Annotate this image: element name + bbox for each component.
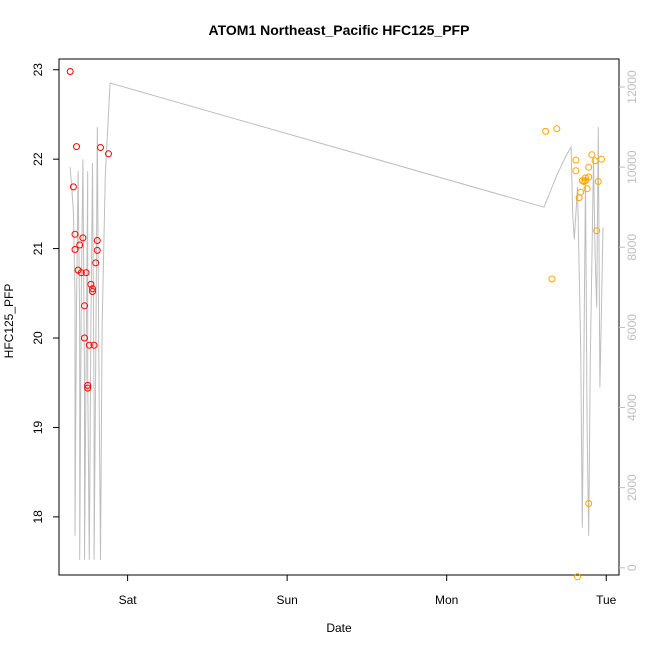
data-point-series-1 [71,246,79,253]
data-point-series-2 [591,157,599,165]
data-point-series-2 [548,275,556,283]
points-layer [66,68,605,581]
data-point-series-1 [77,269,85,277]
x-tick-label: Sat [119,593,138,607]
data-point-series-1 [90,341,98,349]
data-point-series-1 [71,230,79,238]
data-point-series-2 [588,151,596,159]
altitude-line [69,82,604,560]
data-point-series-1 [82,269,90,277]
data-point-series-2 [583,185,591,193]
y2-tick-label: 12000 [625,70,639,104]
x-axis-label: Date [326,621,352,635]
y-tick-label: 23 [31,63,45,77]
y2-tick-label: 6000 [625,314,639,341]
data-point-series-1 [81,334,88,342]
x-axis: Sat Sun Mon Tue [119,575,617,607]
data-point-series-1 [85,341,93,349]
y2-tick-label: 4000 [625,394,639,421]
y-tick-label: 20 [31,331,45,345]
data-point-series-2 [572,167,580,175]
data-point-series-2 [574,573,581,581]
y-tick-label: 22 [31,152,45,166]
data-point-series-1 [84,384,92,392]
data-point-series-2 [585,163,593,171]
y-tick-label: 18 [31,510,45,524]
y2-tick-label: 10000 [625,150,639,184]
y2-tick-label: 2000 [625,474,639,501]
data-point-series-2 [582,174,589,182]
y2-tick-label: 0 [625,564,639,571]
data-point-series-1 [79,234,87,242]
y-tick-label: 21 [31,242,45,256]
data-point-series-2 [585,173,593,181]
data-point-series-1 [105,150,112,158]
data-point-series-2 [585,500,593,507]
data-point-series-2 [598,155,605,163]
x-tick-label: Tue [596,593,617,607]
y-axis-label: HFC125_PFP [2,284,16,359]
data-point-series-1 [73,143,80,151]
x-tick-label: Sun [276,593,297,607]
data-point-series-2 [572,156,580,164]
data-point-series-1 [84,381,92,389]
data-point-series-1 [92,259,100,267]
data-point-series-1 [76,241,84,249]
data-point-series-2 [594,178,602,185]
data-point-series-1 [81,302,88,310]
data-point-series-1 [69,183,77,191]
y-tick-label: 19 [31,420,45,434]
data-point-series-2 [542,127,550,135]
plot-frame [58,58,620,576]
x-tick-label: Mon [435,593,458,607]
chart-title: ATOM1 Northeast_Pacific HFC125_PFP [209,22,470,38]
data-point-series-2 [553,125,561,133]
data-point-series-2 [577,188,585,196]
data-point-series-1 [93,237,101,244]
data-point-series-1 [66,68,74,75]
y-axis-right: 0 2000 4000 6000 8000 10000 12000 [619,70,639,571]
data-point-series-1 [89,288,96,295]
data-point-series-1 [89,285,96,293]
data-point-series-1 [97,144,104,151]
data-point-series-1 [87,280,95,288]
altitude-line-layer [69,82,604,560]
y2-tick-label: 8000 [625,234,639,261]
data-point-series-1 [93,246,101,254]
y-axis-left: 18 19 20 21 22 23 [31,63,59,524]
data-point-series-2 [593,227,601,235]
